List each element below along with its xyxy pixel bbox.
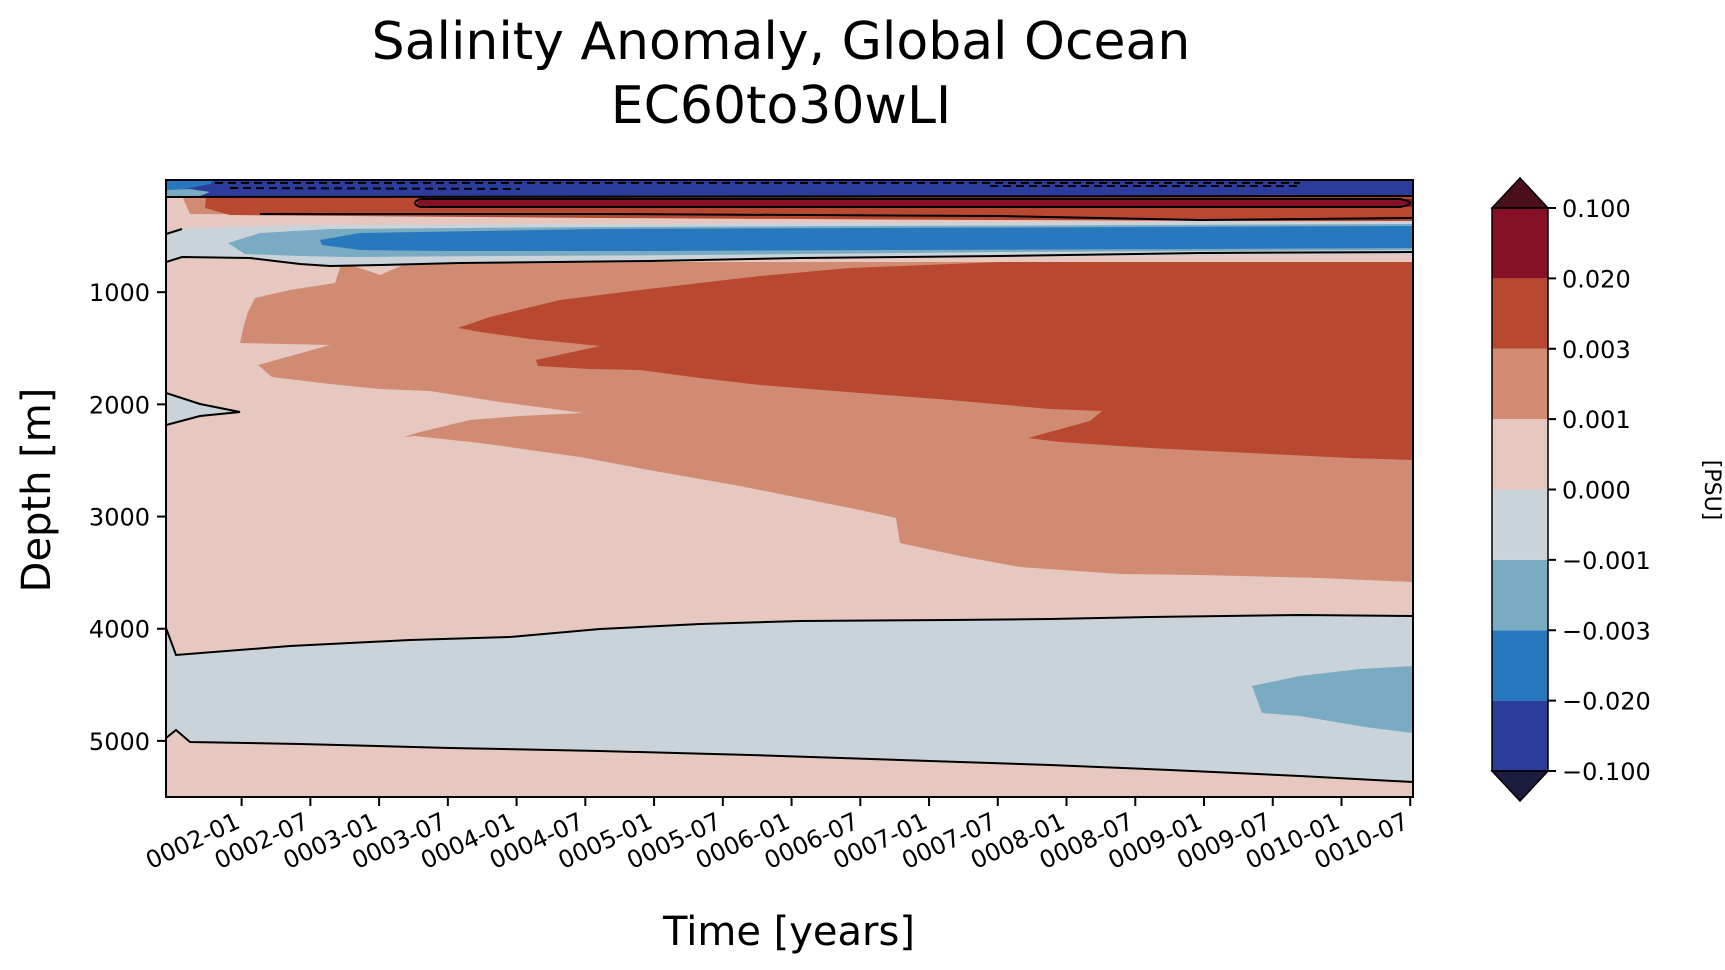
colorbar-tick-label: 0.000 (1562, 477, 1631, 505)
contour-lines (166, 182, 1413, 783)
colorbar-band (1492, 559, 1548, 631)
contour-line-notch (166, 392, 241, 426)
field-surface-fresh-light (166, 180, 215, 190)
chart-subtitle: EC60to30wLI (610, 76, 952, 136)
colorbar-tick-label: −0.100 (1562, 758, 1651, 786)
y-tick-label: 5000 (89, 728, 150, 756)
y-tick-label: 2000 (89, 391, 150, 419)
colorbar-band (1492, 278, 1548, 349)
y-tick-label: 1000 (89, 279, 150, 307)
colorbar-tick-label: −0.001 (1562, 547, 1651, 575)
field-surface-fresh-pale (166, 189, 210, 196)
colorbar-label: [PSU] (1699, 460, 1724, 521)
colorbar-tick-label: 0.100 (1562, 195, 1631, 223)
colorbar-band (1492, 700, 1548, 771)
colorbar-tick-label: −0.003 (1562, 617, 1651, 645)
y-axis-label: Depth [m] (14, 388, 60, 593)
plot-area (166, 180, 1413, 797)
colorbar-band (1492, 489, 1548, 560)
colorbar-tick-label: −0.020 (1562, 688, 1651, 716)
contour-line-deep-lower (166, 728, 1413, 783)
field-left-notch (166, 393, 240, 425)
y-tick-label: 4000 (89, 616, 150, 644)
plot-frame (165, 179, 1414, 798)
colorbar-band (1492, 208, 1548, 279)
x-axis-label: Time [years] (662, 909, 915, 955)
colorbar: −0.100 −0.020 −0.003 −0.001 0.000 0.001 0.003 0… (1490, 176, 1651, 803)
colorbar-extend-under (1490, 770, 1550, 803)
colorbar-band (1492, 630, 1548, 701)
field-near-surface-max (417, 199, 1413, 207)
colorbar-tick-label: 0.020 (1562, 265, 1631, 293)
contour-line-200 (260, 213, 1413, 222)
y-tick-label: 3000 (89, 504, 150, 532)
contour-line-surface (166, 195, 1413, 198)
colorbar-band (1492, 348, 1548, 420)
contour-line-deep-upper (166, 613, 1413, 657)
contour-line-upper-zero-b (166, 251, 1413, 268)
contour-line-max (414, 198, 1411, 208)
field-mid-salty-core (458, 262, 1413, 460)
field-deep-fresh-core (1252, 666, 1413, 733)
x-axis-ticks: 0002-010002-070003-010003-070004-010004-… (141, 797, 1413, 875)
colorbar-tick-label: 0.001 (1562, 406, 1631, 434)
contour-line-dashed (215, 182, 1300, 190)
contour-line-upper-zero (166, 228, 183, 235)
colorbar-tick-label: 0.003 (1562, 336, 1631, 364)
colorbar-extend-over (1490, 176, 1550, 209)
y-axis-ticks: 1000 2000 3000 4000 5000 (89, 279, 166, 756)
colorbar-band (1492, 419, 1548, 490)
field-deep-fresh (166, 615, 1413, 782)
chart-title: Salinity Anomaly, Global Ocean (371, 12, 1191, 72)
field-intermediate-fresh (320, 226, 1413, 251)
